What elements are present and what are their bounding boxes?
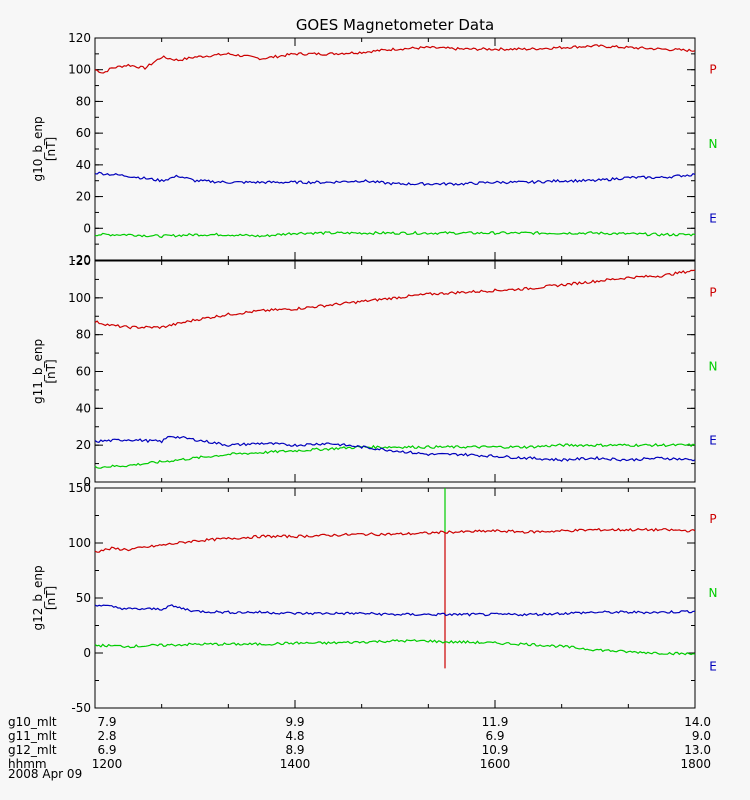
y-tick-label: 20 bbox=[76, 190, 91, 204]
y-tick-label: 50 bbox=[76, 591, 91, 605]
x-row-value: 6.9 bbox=[97, 743, 116, 757]
y-tick-label: 0 bbox=[83, 221, 91, 235]
x-row-label: g12_mlt bbox=[8, 743, 57, 757]
series-line-g12-N bbox=[94, 639, 696, 656]
series-line-g12-E bbox=[94, 604, 696, 617]
x-row-value: 11.9 bbox=[482, 715, 509, 729]
panel-frame bbox=[94, 260, 696, 483]
y-tick-label: 40 bbox=[76, 158, 91, 172]
x-row-value: 7.9 bbox=[97, 715, 116, 729]
x-row-value: 1200 bbox=[92, 757, 123, 771]
x-row-label: g11_mlt bbox=[8, 729, 57, 743]
series-line-g10-P bbox=[94, 44, 696, 74]
legend-entry-E: E bbox=[709, 660, 717, 674]
y-tick-label: 100 bbox=[68, 291, 91, 305]
date-label: 2008 Apr 09 bbox=[8, 767, 82, 781]
x-row-value: 2.8 bbox=[97, 729, 116, 743]
panel-g12: -50 0 50 100 150 g12_b_enp [nT] P N E bbox=[31, 481, 717, 715]
legend-entry-E: E bbox=[709, 433, 717, 447]
x-row-label: hhmm bbox=[8, 757, 47, 771]
series-line-g12-P bbox=[94, 527, 696, 553]
y-tick-label: 40 bbox=[76, 401, 91, 415]
x-row-value: 8.9 bbox=[285, 743, 304, 757]
y-tick-label: 80 bbox=[76, 328, 91, 342]
legend-entry-E: E bbox=[709, 211, 717, 225]
y-tick-label: 120 bbox=[68, 31, 91, 45]
x-row-label: g10_mlt bbox=[8, 715, 57, 729]
y-tick-label: 0 bbox=[83, 646, 91, 660]
x-row-value: 10.9 bbox=[482, 743, 509, 757]
legend-entry-P: P bbox=[709, 512, 716, 526]
y-tick-label: 80 bbox=[76, 94, 91, 108]
series-line-g10-E bbox=[94, 171, 696, 186]
x-row-value: 1800 bbox=[680, 757, 711, 771]
y-axis-label: g12_b_enp bbox=[31, 565, 45, 630]
series-line-g11-P bbox=[94, 269, 696, 330]
y-tick-label: 60 bbox=[76, 126, 91, 140]
x-row-value: 9.9 bbox=[285, 715, 304, 729]
panel-frame bbox=[94, 37, 696, 261]
chart-title: GOES Magnetometer Data bbox=[296, 16, 494, 34]
y-tick-label: 120 bbox=[68, 254, 91, 268]
series-line-g10-N bbox=[94, 230, 696, 239]
legend-entry-N: N bbox=[709, 137, 718, 151]
y-tick-label: 0 bbox=[83, 475, 91, 489]
y-axis-unit: [nT] bbox=[44, 586, 58, 610]
x-row-value: 1400 bbox=[280, 757, 311, 771]
series-line-g11-E bbox=[94, 435, 696, 462]
x-row-value: 4.8 bbox=[285, 729, 304, 743]
y-axis-unit: [nT] bbox=[44, 137, 58, 161]
y-axis-label: g11_b_enp bbox=[31, 339, 45, 404]
y-tick-label: 100 bbox=[68, 536, 91, 550]
legend-entry-N: N bbox=[709, 359, 718, 373]
y-axis-unit: [nT] bbox=[44, 359, 58, 383]
y-axis-label: g10_b_enp bbox=[31, 116, 45, 181]
y-tick-label: 100 bbox=[68, 63, 91, 77]
panel-g11: 0 20 40 60 80 100 120 g11_b_enp [nT] P N E bbox=[31, 254, 717, 489]
y-tick-label: 20 bbox=[76, 438, 91, 452]
x-row-value: 9.0 bbox=[692, 729, 711, 743]
panel-g10: -20 0 20 40 60 80 100 120 g10_b_enp [nT] P N E bbox=[31, 31, 717, 267]
legend-entry-P: P bbox=[709, 285, 716, 299]
y-tick-label: -50 bbox=[71, 701, 91, 715]
x-row-value: 13.0 bbox=[684, 743, 711, 757]
x-row-value: 6.9 bbox=[485, 729, 504, 743]
x-row-value: 14.0 bbox=[684, 715, 711, 729]
time-axis-table: g10_mlt 7.9 9.9 11.9 14.0 g11_mlt 2.8 4.8 6.9 9.0… bbox=[8, 715, 711, 771]
y-tick-label: 60 bbox=[76, 365, 91, 379]
panel-frame bbox=[94, 487, 696, 709]
series-line-g11-N bbox=[94, 442, 696, 469]
legend-entry-N: N bbox=[709, 586, 718, 600]
y-tick-label: -20 bbox=[71, 253, 91, 267]
x-row-value: 1600 bbox=[480, 757, 511, 771]
legend-entry-P: P bbox=[709, 63, 716, 77]
y-tick-label: 150 bbox=[68, 481, 91, 495]
